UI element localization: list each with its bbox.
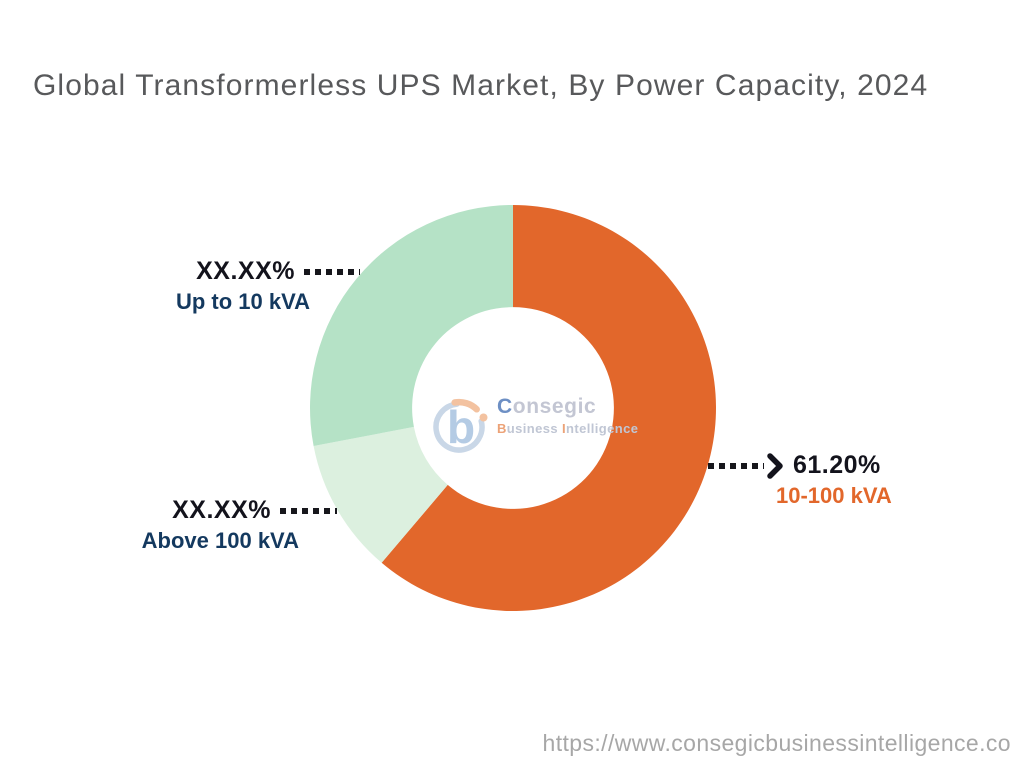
leader-dots [280, 507, 337, 514]
leader-dots [708, 462, 764, 469]
arrow-right-icon [767, 452, 783, 479]
callout-above-100kva: XX.XX% Above 100 kVA [142, 496, 337, 554]
donut-segment-above-100-kva[interactable] [313, 426, 448, 563]
callout-up-to-10kva: XX.XX% Up to 10 kVA [176, 257, 360, 315]
donut-chart [310, 205, 716, 611]
callout-value: XX.XX% [172, 496, 271, 524]
donut-segment-10-100-kva[interactable] [381, 205, 716, 611]
logo-b-letter: b [447, 401, 475, 453]
logo-brand-subtitle: Business Intelligence [497, 421, 639, 436]
logo-orange-dot [479, 413, 488, 422]
consegic-logo-icon: b [433, 398, 488, 453]
logo-orange-arc [451, 398, 480, 413]
callout-value: XX.XX% [196, 257, 295, 285]
logo-c-arc [433, 401, 485, 453]
logo-brand-name: Consegic [497, 395, 597, 418]
chart-title: Global Transformerless UPS Market, By Po… [33, 69, 929, 102]
source-url: https://www.consegicbusinessintelligence… [542, 730, 1011, 756]
callout-value: 61.20% [793, 451, 881, 479]
callout-10-100kva: 61.20% 10-100 kVA [708, 451, 892, 509]
callout-category: 10-100 kVA [776, 483, 892, 508]
callout-category: Up to 10 kVA [175, 289, 310, 314]
consegic-logo-text: Consegic Business Intelligence [497, 395, 638, 436]
leader-dots [304, 268, 360, 275]
donut-segment-up-to-10-kva[interactable] [310, 205, 513, 447]
callout-category: Above 100 kVA [141, 528, 299, 553]
